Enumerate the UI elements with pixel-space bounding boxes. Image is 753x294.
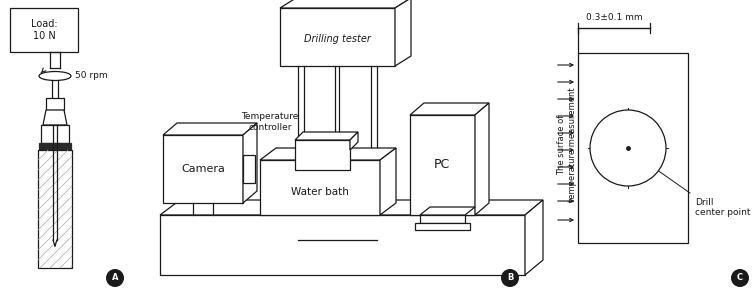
Bar bbox=[46, 98, 64, 110]
Text: B: B bbox=[507, 273, 514, 283]
Text: Drill
center point: Drill center point bbox=[695, 198, 751, 217]
Text: Temperature
controller: Temperature controller bbox=[241, 112, 299, 132]
Bar bbox=[415, 223, 470, 230]
Polygon shape bbox=[380, 148, 396, 215]
Text: A: A bbox=[111, 273, 118, 283]
Bar bbox=[260, 160, 380, 215]
Bar bbox=[280, 8, 395, 66]
Bar bbox=[39, 143, 71, 150]
Polygon shape bbox=[420, 207, 475, 215]
Text: PC: PC bbox=[434, 158, 450, 171]
Circle shape bbox=[731, 269, 749, 287]
Text: Load:
10 N: Load: 10 N bbox=[31, 19, 57, 41]
Bar bbox=[578, 53, 688, 243]
Bar bbox=[160, 215, 525, 275]
Polygon shape bbox=[410, 103, 489, 115]
Circle shape bbox=[501, 269, 519, 287]
Bar bbox=[295, 140, 350, 170]
Bar bbox=[10, 8, 78, 52]
Circle shape bbox=[106, 269, 124, 287]
Bar bbox=[38, 150, 72, 268]
Polygon shape bbox=[280, 0, 411, 8]
Bar bbox=[163, 135, 243, 203]
Bar bbox=[420, 215, 465, 223]
Bar bbox=[243, 155, 255, 183]
Polygon shape bbox=[243, 123, 257, 203]
Polygon shape bbox=[350, 132, 358, 150]
Bar bbox=[41, 125, 69, 143]
Text: Camera: Camera bbox=[181, 164, 225, 174]
Bar bbox=[410, 115, 475, 215]
Polygon shape bbox=[260, 148, 396, 160]
Polygon shape bbox=[160, 200, 543, 215]
Polygon shape bbox=[163, 123, 257, 135]
Text: C: C bbox=[737, 273, 743, 283]
Polygon shape bbox=[525, 200, 543, 275]
Text: Water bath: Water bath bbox=[291, 187, 349, 197]
Polygon shape bbox=[43, 110, 67, 125]
Text: 0.3±0.1 mm: 0.3±0.1 mm bbox=[586, 13, 642, 22]
Text: Drilling tester: Drilling tester bbox=[303, 34, 370, 44]
Polygon shape bbox=[475, 103, 489, 215]
Circle shape bbox=[590, 110, 666, 186]
Polygon shape bbox=[295, 132, 358, 140]
Text: The surface of
temperature measurement: The surface of temperature measurement bbox=[557, 88, 577, 202]
Text: 50 rpm: 50 rpm bbox=[75, 71, 108, 79]
Polygon shape bbox=[395, 0, 411, 66]
